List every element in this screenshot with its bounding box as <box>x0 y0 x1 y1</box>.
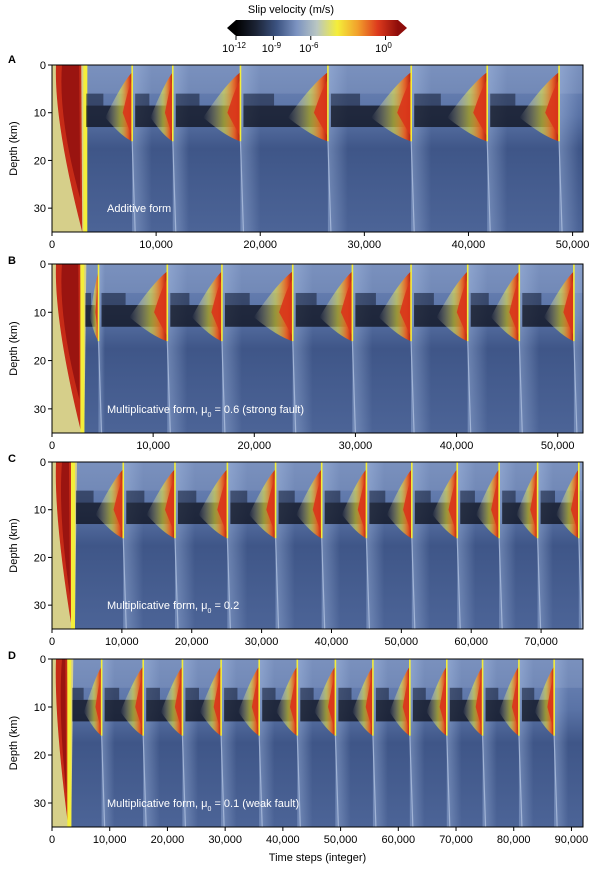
x-tick-label: 20,000 <box>175 636 209 648</box>
x-tick-label: 10,000 <box>136 440 170 452</box>
colorbar: Slip velocity (m/s) 10-12 10-9 10-6 100 <box>222 4 407 55</box>
colorbar-right-arrow <box>398 20 407 36</box>
y-tick-label: 30 <box>34 798 46 810</box>
y-tick-label: 10 <box>34 702 46 714</box>
x-tick-label: 30,000 <box>208 834 242 846</box>
colorbar-ticks: 10-12 10-9 10-6 100 <box>222 36 392 55</box>
slip-event <box>490 65 580 232</box>
panel-annotation: Multiplicative form, μ0 = 0.1 (weak faul… <box>107 798 299 813</box>
x-tick-label: 10,000 <box>105 636 139 648</box>
panel-d: D 0 10 20 30 Depth (km) 0 10,000 20,000 30,000 40,… <box>8 650 588 864</box>
x-tick-label: 30,000 <box>339 440 373 452</box>
x-tick-label: 80,000 <box>497 834 531 846</box>
y-tick-label: 20 <box>34 356 46 368</box>
slip-event <box>522 264 583 433</box>
x-tick-label: 20,000 <box>243 239 277 251</box>
plot-frame <box>51 263 584 434</box>
x-tick-label: 0 <box>49 440 55 452</box>
y-tick-label: 20 <box>34 750 46 762</box>
x-tick-label: 50,000 <box>324 834 358 846</box>
x-tick-label: 20,000 <box>151 834 185 846</box>
plot-background <box>52 264 583 433</box>
colorbar-tick-label: 10-12 <box>222 41 246 56</box>
initial-event-front <box>83 65 88 232</box>
y-tick-label: 0 <box>40 60 46 72</box>
plot-frame <box>51 461 584 630</box>
slip-event <box>521 659 569 827</box>
x-tick-label: 90,000 <box>555 834 589 846</box>
plot-frame <box>51 658 584 828</box>
colorbar-tick-label: 10-6 <box>299 41 319 56</box>
x-tick-label: 50,000 <box>541 440 575 452</box>
panel-annotation: Multiplicative form, μ0 = 0.6 (strong fa… <box>107 404 304 419</box>
x-tick-label: 20,000 <box>237 440 271 452</box>
colorbar-tick-label: 10-9 <box>262 41 282 56</box>
panel-annotation: Multiplicative form, μ0 = 0.2 <box>107 600 239 615</box>
panel-a: A 0 10 20 30 Depth (km) 0 10,000 20,000 30,000 40,… <box>8 54 589 251</box>
x-tick-label: 40,000 <box>315 636 349 648</box>
colorbar-tick-label: 100 <box>375 41 392 56</box>
y-tick-label: 20 <box>34 155 46 167</box>
x-tick-label: 0 <box>49 239 55 251</box>
x-tick-label: 0 <box>49 636 55 648</box>
initial-event-front <box>80 264 85 433</box>
x-tick-label: 70,000 <box>524 636 558 648</box>
plot-frame <box>51 64 584 233</box>
y-tick-label: 30 <box>34 404 46 416</box>
panel-letter: C <box>8 453 16 465</box>
panel-b: B 0 10 20 30 Depth (km) 0 10,000 20,000 30,000 40,… <box>8 255 584 452</box>
x-axis-label: Time steps (integer) <box>269 852 366 864</box>
y-axis-label: Depth (km) <box>8 121 20 175</box>
y-tick-label: 30 <box>34 600 46 612</box>
y-tick-label: 0 <box>40 457 46 469</box>
x-tick-label: 70,000 <box>439 834 473 846</box>
y-tick-label: 20 <box>34 552 46 564</box>
x-tick-label: 10,000 <box>139 239 173 251</box>
panel-annotation: Additive form <box>107 203 171 215</box>
colorbar-title: Slip velocity (m/s) <box>248 4 334 16</box>
x-tick-label: 50,000 <box>556 239 590 251</box>
colorbar-ramp <box>236 20 398 36</box>
x-tick-label: 40,000 <box>266 834 300 846</box>
x-tick-label: 30,000 <box>245 636 279 648</box>
x-tick-label: 60,000 <box>454 636 488 648</box>
colorbar-left-arrow <box>227 20 236 36</box>
y-axis-label: Depth (km) <box>8 518 20 572</box>
x-tick-label: 40,000 <box>440 440 474 452</box>
initial-event-front <box>67 659 72 827</box>
x-tick-label: 30,000 <box>348 239 382 251</box>
panel-letter: D <box>8 650 16 662</box>
y-tick-label: 10 <box>34 108 46 120</box>
y-tick-label: 0 <box>40 259 46 271</box>
initial-event-front <box>70 462 75 629</box>
y-axis-label: Depth (km) <box>8 321 20 375</box>
slip-event <box>540 462 583 629</box>
slip-event <box>85 264 105 433</box>
x-tick-label: 50,000 <box>385 636 419 648</box>
x-tick-label: 10,000 <box>93 834 127 846</box>
x-tick-label: 0 <box>49 834 55 846</box>
panels: A 0 10 20 30 Depth (km) 0 10,000 20,000 30,000 40,… <box>8 54 589 864</box>
x-tick-label: 40,000 <box>452 239 486 251</box>
x-tick-label: 60,000 <box>381 834 415 846</box>
y-tick-label: 0 <box>40 654 46 666</box>
y-axis-label: Depth (km) <box>8 716 20 770</box>
y-tick-label: 30 <box>34 203 46 215</box>
panel-c: C 0 10 20 30 Depth (km) 0 10,000 20,000 30,000 40,… <box>8 453 584 648</box>
y-tick-label: 10 <box>34 307 46 319</box>
y-tick-label: 10 <box>34 505 46 517</box>
panel-letter: B <box>8 255 16 267</box>
panel-letter: A <box>8 54 16 66</box>
